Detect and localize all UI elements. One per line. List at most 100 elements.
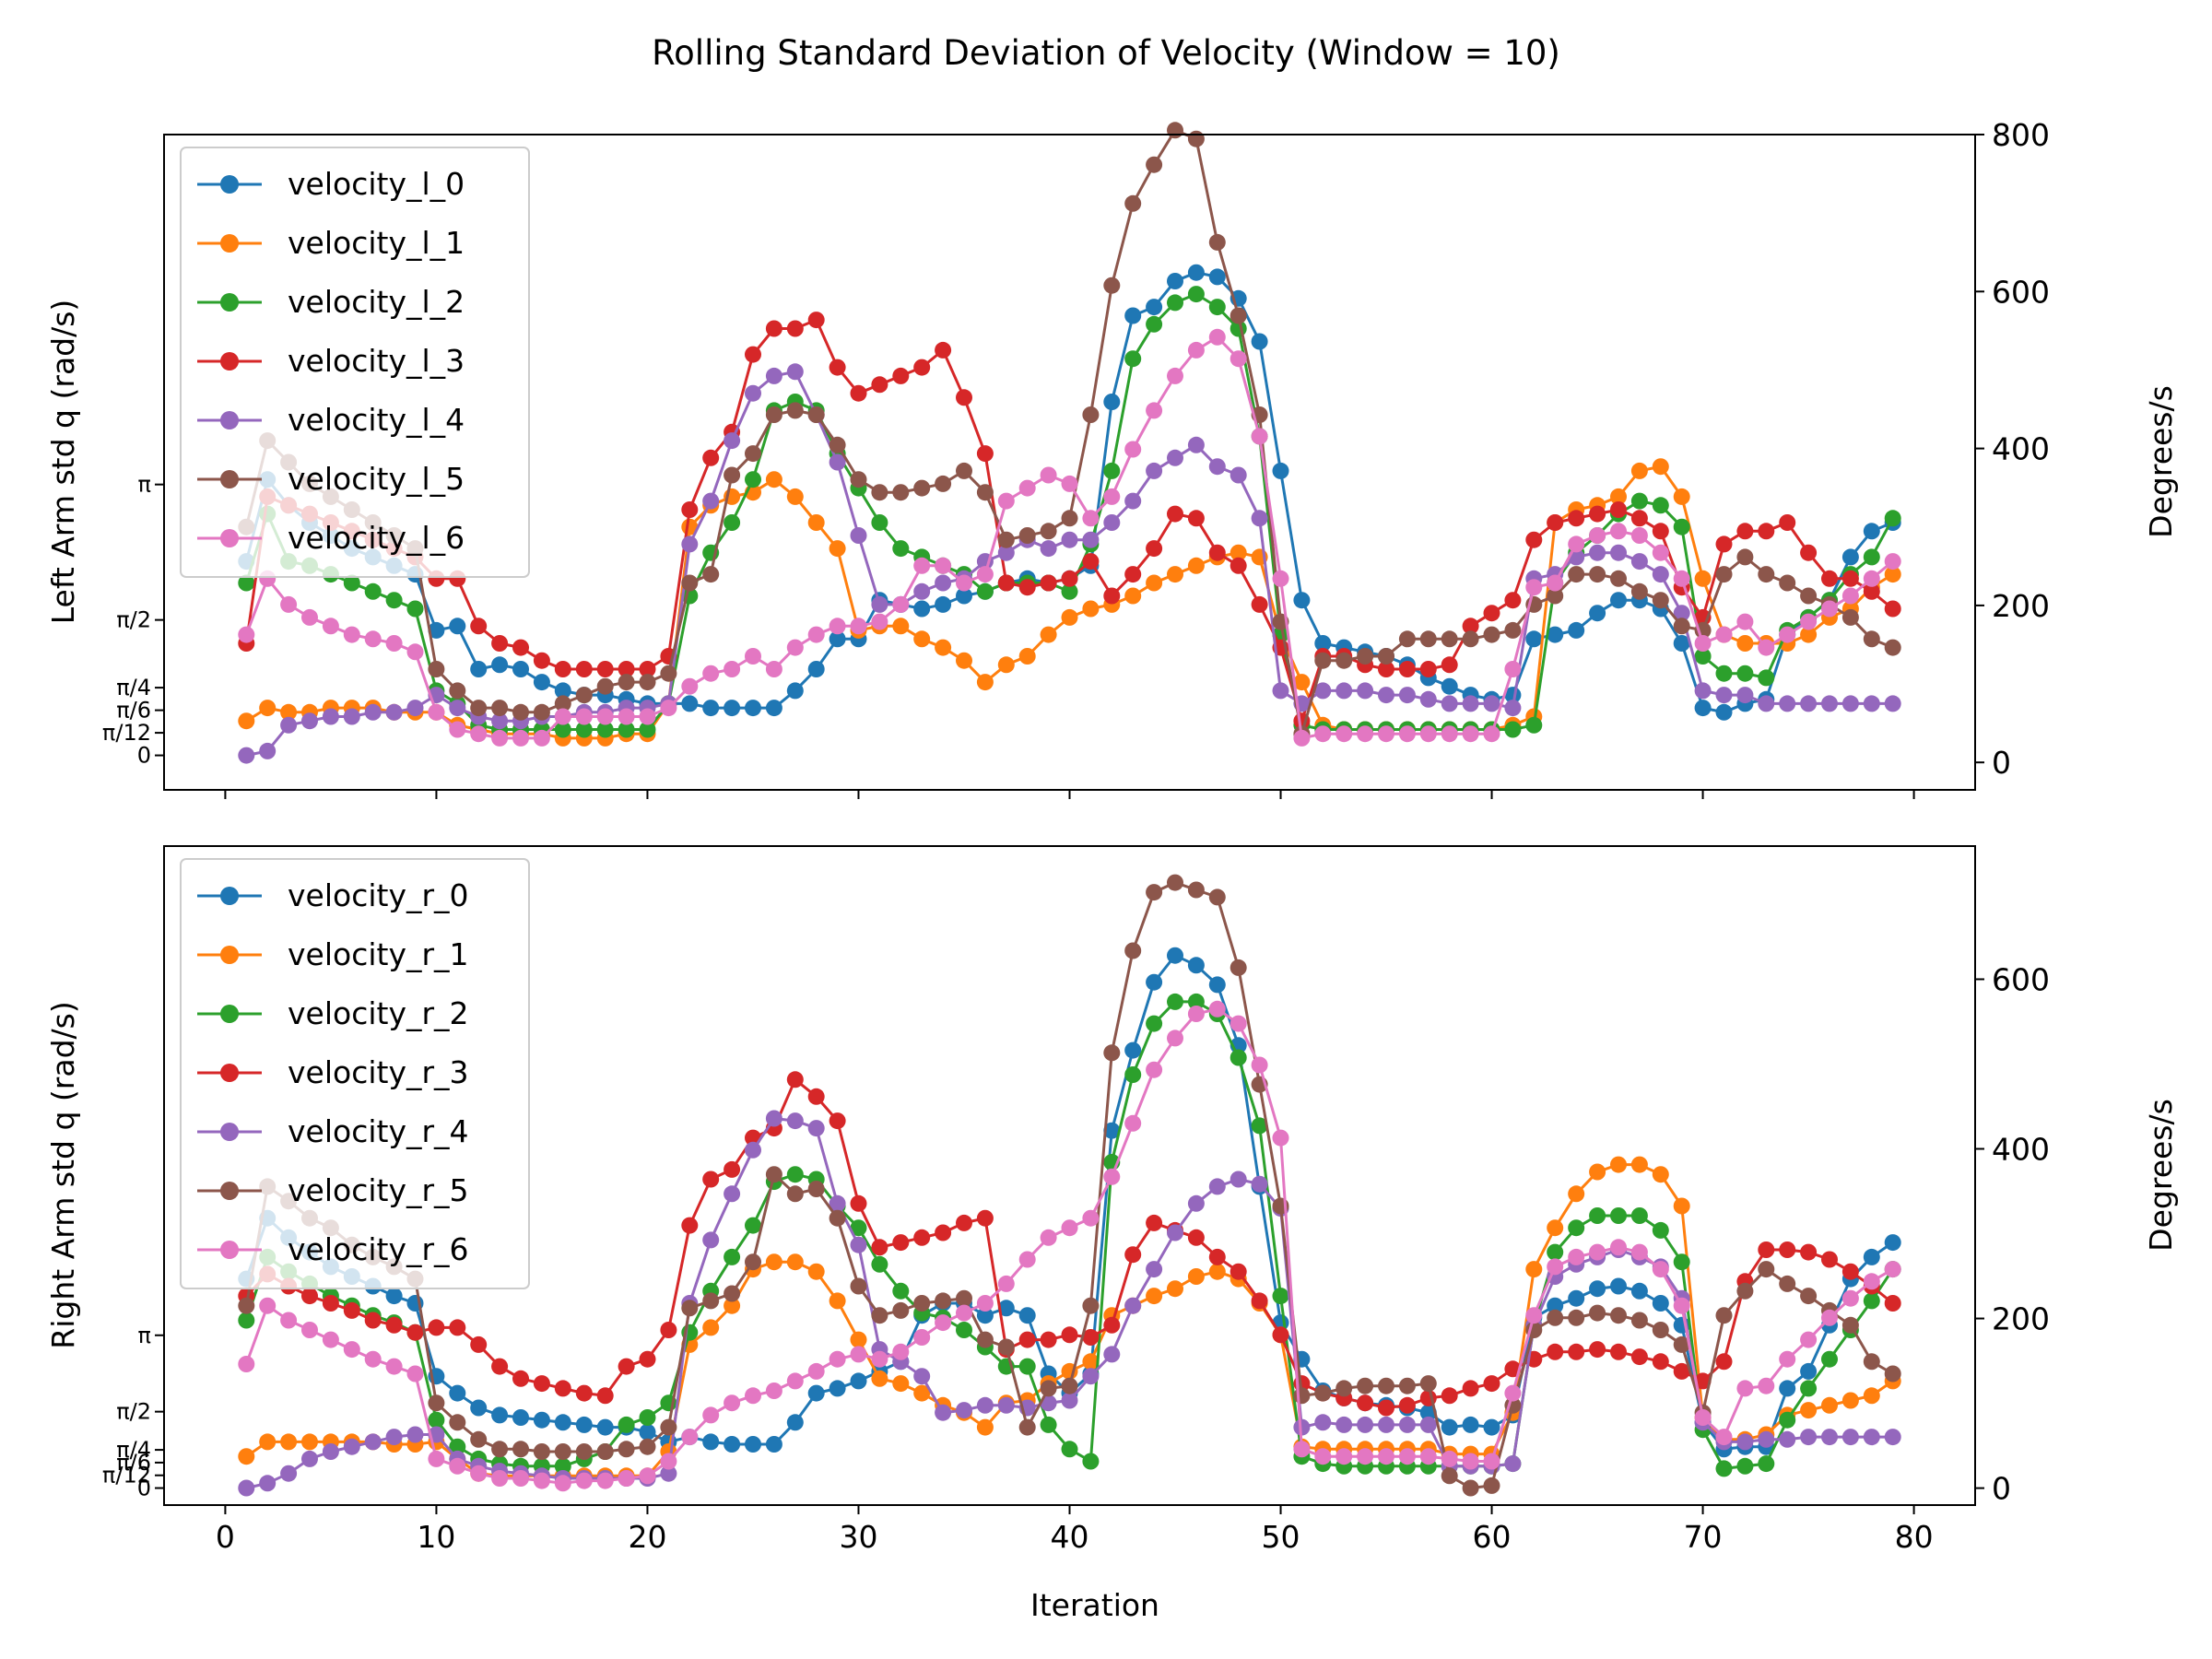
velocity_r_6-point (1208, 1000, 1226, 1018)
velocity_r_6-point (1694, 1409, 1712, 1426)
velocity_r_3-point (1378, 1399, 1394, 1417)
velocity_l_1-point (1187, 557, 1205, 574)
velocity_l_5-point (575, 687, 593, 704)
velocity_l_3-point (639, 661, 656, 677)
velocity_r_3-point (892, 1234, 910, 1252)
velocity_r_3-point (385, 1316, 403, 1334)
velocity_r_3-point (1483, 1375, 1500, 1393)
velocity_l_4-point (1335, 682, 1353, 700)
right-arm-right-y-axis-label: Degrees/s (2143, 1099, 2179, 1252)
velocity_l_6-point (1610, 523, 1627, 540)
velocity_r_3-point (1758, 1241, 1775, 1258)
velocity_r_2-point (1758, 1455, 1775, 1473)
velocity_r_0-point (1462, 1416, 1479, 1433)
legend-marker (220, 1064, 239, 1082)
velocity_l_3-point (1018, 579, 1036, 596)
velocity_r_4-point (238, 1479, 255, 1497)
legend-box (180, 147, 530, 578)
velocity_l_5-point (1547, 587, 1564, 605)
velocity_r_5-point (1630, 1312, 1648, 1329)
velocity_l_6-point (1230, 350, 1247, 368)
velocity_r_1-point (1821, 1396, 1838, 1414)
velocity_r_5-point (428, 1394, 445, 1412)
legend-marker (220, 1241, 239, 1259)
velocity_l_2-point (575, 721, 593, 738)
velocity_r_4-point (406, 1426, 424, 1443)
velocity_r_2-point (1167, 993, 1183, 1010)
velocity_l_0-point (1208, 268, 1226, 286)
velocity_r_1-point (1863, 1387, 1880, 1405)
velocity_l_1-point (1018, 648, 1036, 665)
velocity_l_4-point (913, 582, 931, 600)
velocity_r_0-point (1884, 1234, 1901, 1252)
velocity_r_2-point (1061, 1441, 1078, 1458)
velocity_r_6-point (449, 1457, 466, 1475)
velocity_l_0-point (807, 661, 825, 677)
velocity_l_4-point (1779, 695, 1796, 712)
legend-item: velocity_r_2 (197, 995, 469, 1031)
velocity_l_5-point (1800, 587, 1818, 605)
velocity_l_2-point (1715, 665, 1733, 682)
velocity_l_4-point (681, 535, 699, 553)
velocity_l_6-point (1800, 613, 1818, 630)
velocity_r_5-point (449, 1414, 466, 1431)
velocity_l_5-point (807, 406, 825, 423)
velocity_l_1-point (1230, 544, 1247, 561)
velocity_r_5-point (1779, 1275, 1796, 1292)
velocity_r_5-point (660, 1418, 677, 1436)
figure-title: Rolling Standard Deviation of Velocity (… (652, 33, 1560, 73)
velocity_l_3-point (1103, 587, 1121, 605)
velocity_r_4-point (765, 1110, 782, 1127)
velocity_l_0-point (724, 700, 741, 717)
velocity_r_5-point (1335, 1380, 1353, 1397)
velocity_r_3-point (681, 1217, 699, 1234)
velocity_r_1-point (892, 1375, 910, 1393)
velocity_l_6-point (1504, 661, 1522, 677)
y-tick-label: π/4 (116, 1437, 151, 1463)
velocity_l_3-point (1736, 523, 1754, 540)
velocity_r_3-point (1230, 1263, 1247, 1280)
velocity_l_4-point (1167, 449, 1183, 466)
velocity_r_1-point (1167, 1280, 1183, 1298)
velocity_l_2-point (639, 721, 656, 738)
velocity_r_6-point (765, 1382, 782, 1399)
x-tick-label: 40 (1051, 1519, 1089, 1555)
velocity_r_5-point (1589, 1304, 1606, 1322)
velocity_r_4-point (1884, 1429, 1901, 1446)
velocity_l_4-point (1378, 687, 1394, 704)
velocity_l_6-point (596, 708, 614, 725)
velocity_l_2-point (1208, 299, 1226, 316)
velocity_r_2-point (618, 1416, 635, 1433)
velocity_r_6-point (892, 1343, 910, 1360)
velocity_l_3-point (1715, 535, 1733, 553)
velocity_r_0-point (745, 1436, 761, 1453)
velocity_l_6-point (280, 595, 298, 613)
velocity_l_0-point (1146, 299, 1163, 316)
velocity_l_6-point (1251, 428, 1268, 445)
legend-marker (220, 1123, 239, 1141)
x-tick-label: 70 (1684, 1519, 1723, 1555)
velocity_l_3-point (1061, 570, 1078, 587)
velocity_l_0-point (1673, 635, 1690, 652)
velocity_r_2-point (1589, 1207, 1606, 1224)
legend-item: velocity_r_4 (197, 1113, 469, 1149)
velocity_l_4-point (259, 742, 276, 759)
left-arm-x-axis (224, 790, 1915, 799)
velocity_r_2-point (1187, 993, 1205, 1010)
velocity_r_2-point (1124, 1066, 1142, 1083)
x-tick-label: 80 (1895, 1519, 1934, 1555)
velocity_l_4-point (343, 708, 360, 725)
velocity_r_4-point (1863, 1429, 1880, 1446)
velocity_r_4-point (1736, 1433, 1754, 1451)
legend-label: velocity_r_6 (288, 1231, 469, 1267)
velocity_l_3-point (1652, 523, 1669, 540)
velocity_l_3-point (1821, 570, 1838, 587)
velocity_l_3-point (1800, 544, 1818, 561)
velocity_l_5-point (1884, 639, 1901, 656)
velocity_l_5-point (786, 402, 804, 419)
velocity_l_4-point (1419, 690, 1437, 708)
velocity_l_3-point (1483, 605, 1500, 622)
y-tick-label: π (138, 1323, 151, 1348)
velocity_l_3-point (1525, 531, 1543, 548)
velocity_l_2-point (724, 514, 741, 531)
